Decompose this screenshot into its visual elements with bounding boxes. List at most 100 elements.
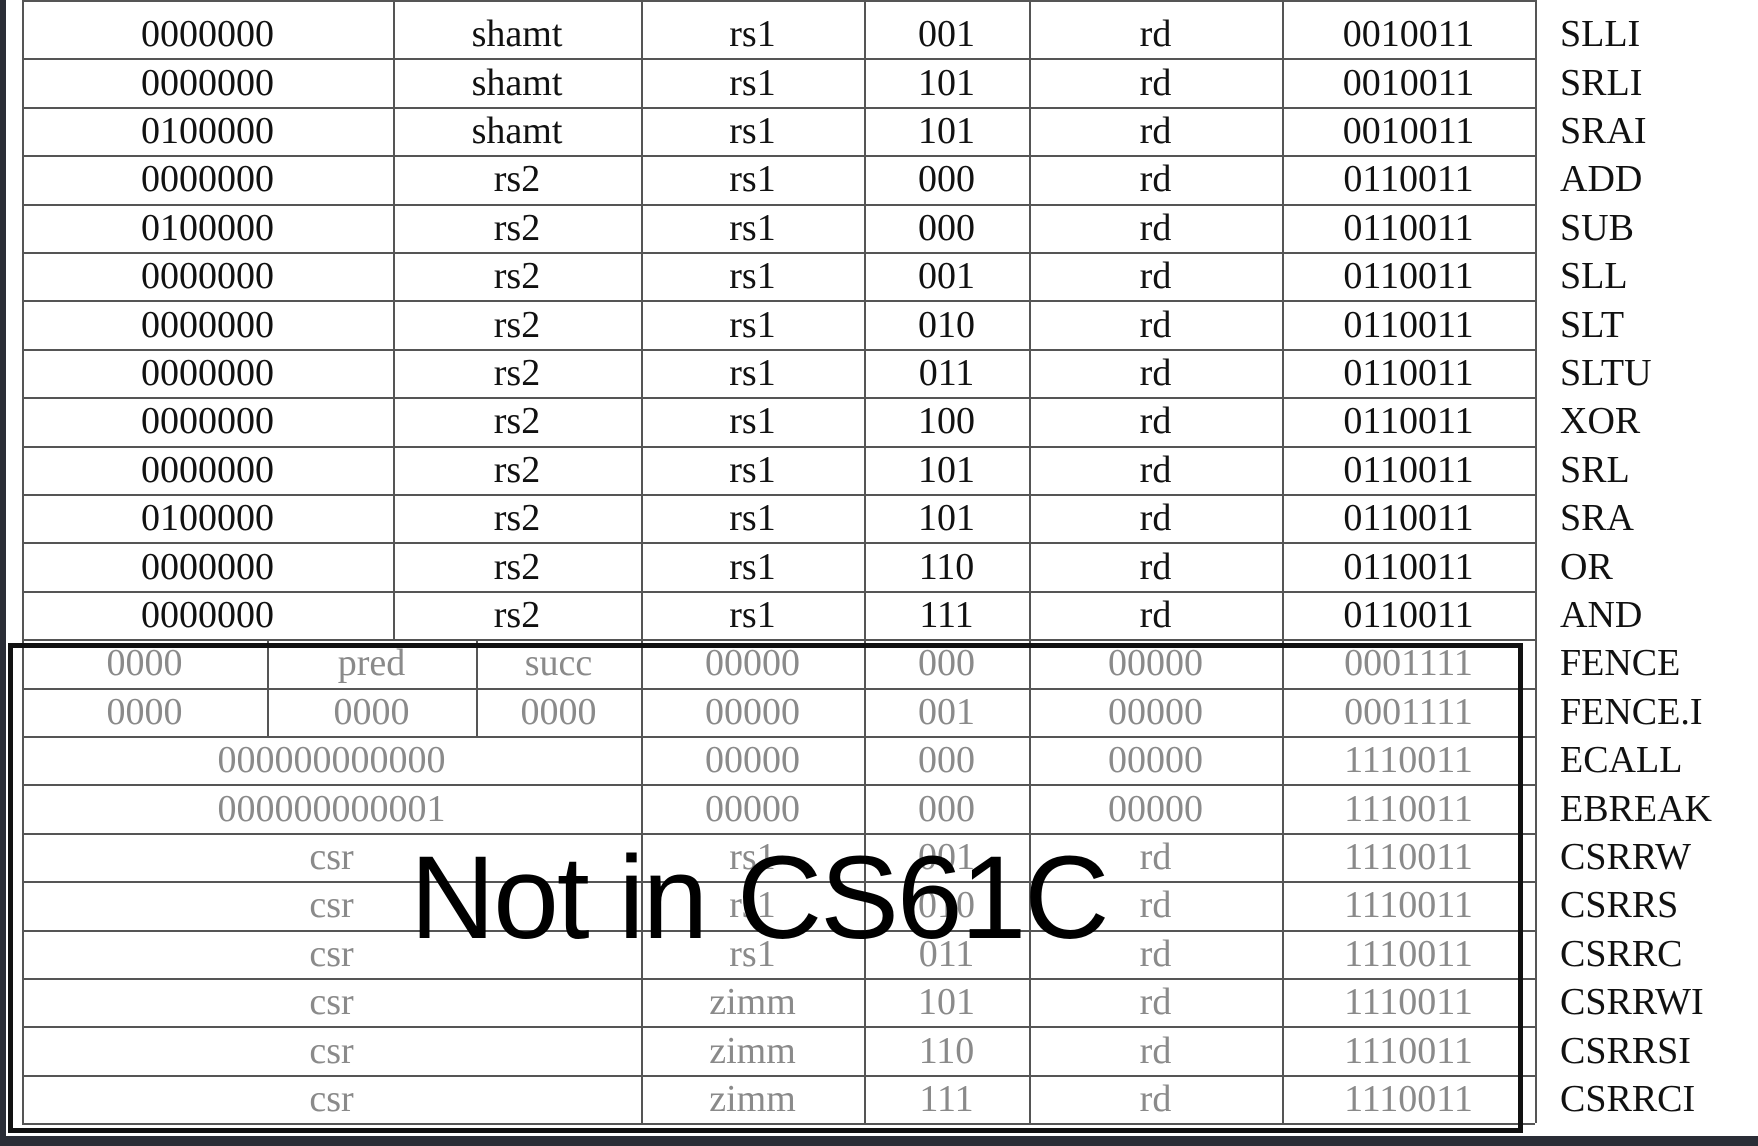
- row-divider: [22, 736, 1535, 738]
- column-divider: [1282, 10, 1284, 59]
- table-cell: rs2: [493, 448, 541, 491]
- table-cell: rs1: [729, 158, 776, 201]
- column-divider: [1535, 687, 1537, 736]
- column-divider: [864, 687, 866, 736]
- column-divider: [641, 978, 643, 1027]
- table-cell: 1110011: [1344, 1077, 1473, 1120]
- table-cell: 0110011: [1343, 158, 1474, 201]
- table-cell: rs2: [493, 206, 541, 249]
- table-cell: rs2: [493, 593, 541, 636]
- column-divider: [1029, 1026, 1031, 1075]
- table-cell: rs1: [729, 497, 776, 540]
- column-divider: [864, 348, 866, 398]
- column-divider: [641, 10, 643, 59]
- table-cell: 00000: [1108, 739, 1203, 782]
- column-divider: [22, 58, 24, 107]
- column-divider: [476, 687, 478, 736]
- table-cell: 0000: [333, 690, 410, 733]
- row-divider: [22, 348, 1535, 351]
- table-cell: rd: [1139, 351, 1172, 394]
- column-divider: [1535, 203, 1537, 252]
- dark-frame-bottom: [0, 1136, 1758, 1146]
- row-divider: [22, 590, 1535, 593]
- column-divider: [22, 252, 24, 301]
- table-cell: rd: [1139, 255, 1172, 298]
- table-cell: 100: [918, 400, 975, 443]
- column-divider: [1282, 203, 1284, 252]
- column-divider: [641, 494, 643, 543]
- column-divider: [1029, 784, 1031, 833]
- column-divider: [864, 832, 866, 882]
- table-cell: csr: [309, 835, 354, 878]
- instruction-name: SRLI: [1560, 61, 1643, 104]
- column-divider: [393, 397, 395, 446]
- table-cell: rs1: [729, 400, 776, 443]
- column-divider: [1029, 832, 1031, 882]
- column-divider: [1029, 929, 1031, 978]
- column-divider: [864, 736, 866, 785]
- column-divider: [1029, 203, 1031, 252]
- column-divider: [22, 929, 24, 978]
- table-cell: 00000: [1108, 642, 1203, 685]
- row-divider: [22, 252, 1535, 254]
- instruction-name: SRA: [1560, 497, 1634, 540]
- table-cell: 00000: [705, 739, 800, 782]
- table-cell: 1110011: [1344, 981, 1473, 1024]
- column-divider: [22, 1026, 24, 1075]
- column-divider: [393, 58, 395, 107]
- column-divider: [22, 203, 24, 252]
- instruction-name: SLL: [1560, 255, 1628, 298]
- not-in-course-label: Not in CS61C: [410, 832, 1109, 964]
- table-cell: rs1: [729, 109, 776, 152]
- column-divider: [864, 494, 866, 543]
- table-cell: rd: [1139, 109, 1172, 152]
- table-cell: 101: [918, 109, 975, 152]
- table-cell: 00000: [705, 690, 800, 733]
- table-cell: 0110011: [1343, 448, 1474, 491]
- table-cell: 0000000: [141, 448, 274, 491]
- column-divider: [22, 590, 24, 640]
- column-divider: [864, 203, 866, 252]
- table-cell: csr: [309, 932, 354, 975]
- table-cell: 000: [918, 642, 975, 685]
- column-divider: [641, 832, 643, 882]
- column-divider: [864, 252, 866, 301]
- table-cell: rs1: [729, 884, 776, 927]
- table-cell: rs2: [493, 497, 541, 540]
- dark-frame-left: [0, 0, 6, 1146]
- table-cell: 001: [918, 835, 975, 878]
- table-cell: 1110011: [1344, 787, 1473, 830]
- column-divider: [1029, 155, 1031, 204]
- row-divider: [22, 687, 1535, 690]
- column-divider: [1282, 445, 1284, 494]
- instruction-name: CSRRC: [1560, 932, 1683, 975]
- column-divider: [864, 590, 866, 640]
- column-divider: [864, 397, 866, 446]
- column-divider: [864, 639, 866, 688]
- column-divider: [1029, 978, 1031, 1027]
- table-cell: 0000: [106, 690, 183, 733]
- column-divider: [1029, 106, 1031, 156]
- column-divider: [1282, 929, 1284, 978]
- table-cell: 001: [918, 13, 975, 56]
- table-cell: 0110011: [1343, 303, 1474, 346]
- table-cell: rd: [1139, 497, 1172, 540]
- table-cell: 001: [918, 255, 975, 298]
- column-divider: [1282, 832, 1284, 882]
- column-divider: [641, 590, 643, 640]
- table-cell: 0100000: [141, 109, 274, 152]
- column-divider: [864, 929, 866, 978]
- instruction-name: XOR: [1560, 400, 1641, 443]
- row-divider: [22, 978, 1535, 980]
- table-cell: 0000000: [141, 158, 274, 201]
- column-divider: [22, 832, 24, 882]
- column-divider: [22, 542, 24, 591]
- table-cell: 1110011: [1344, 1029, 1473, 1072]
- table-cell: 0110011: [1343, 351, 1474, 394]
- column-divider: [22, 978, 24, 1027]
- table-cell: csr: [309, 981, 354, 1024]
- table-cell: 00000: [705, 787, 800, 830]
- column-divider: [22, 784, 24, 833]
- row-divider: [22, 203, 1535, 206]
- column-divider: [1535, 1026, 1537, 1075]
